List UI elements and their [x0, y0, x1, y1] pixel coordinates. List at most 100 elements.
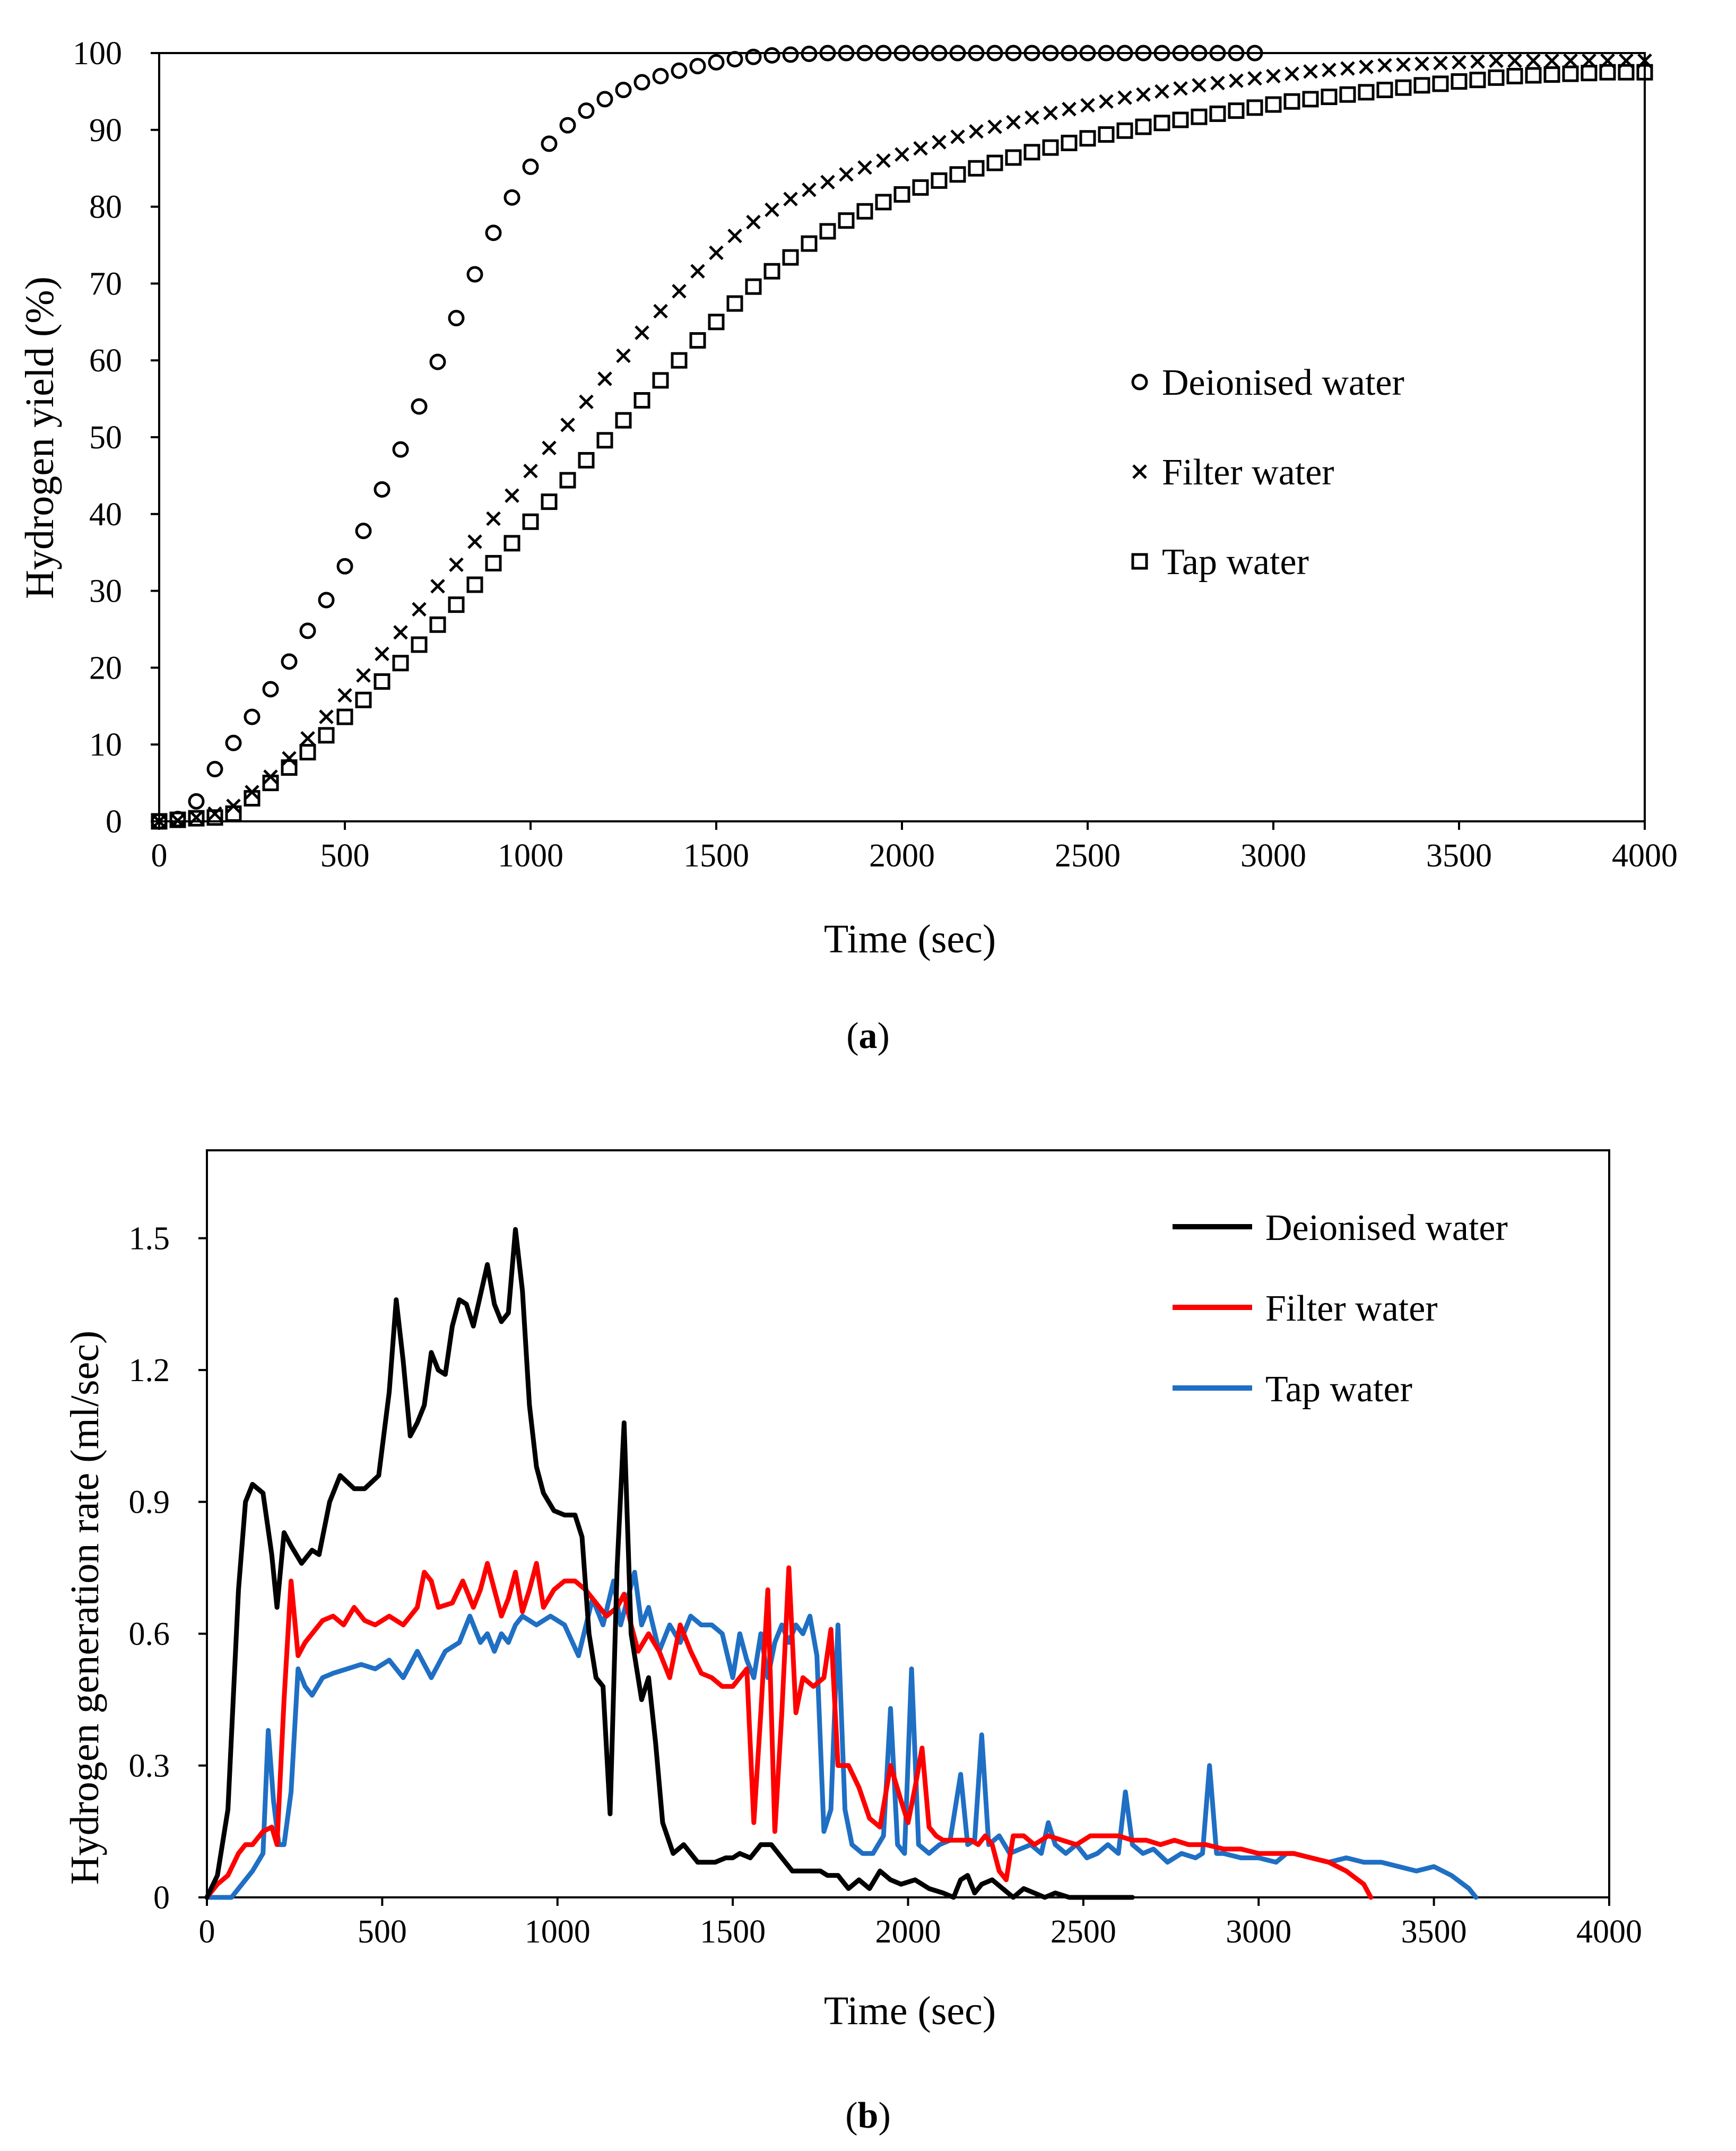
point-a-filter-water-53: [1136, 87, 1151, 102]
point-a-tap-water-23: [578, 452, 595, 469]
point-a-filter-water-59: [1247, 71, 1262, 86]
point-a-deionised-water-3: [206, 761, 223, 778]
caption-a-open: (: [846, 1016, 858, 1056]
point-a-tap-water-38: [856, 203, 873, 220]
y-tick-label-a-90: 90: [89, 112, 122, 149]
point-a-deionised-water-37: [838, 45, 855, 62]
x-tick-label-a-0: 0: [151, 838, 168, 874]
point-a-tap-water-52: [1116, 122, 1133, 139]
point-a-filter-water-63: [1322, 63, 1336, 77]
point-a-tap-water-2: [188, 810, 205, 827]
point-a-deionised-water-26: [633, 74, 650, 91]
legend-a-filter-water-marker: [1132, 464, 1147, 479]
point-a-deionised-water-16: [448, 310, 465, 327]
point-a-tap-water-28: [671, 352, 688, 369]
point-a-tap-water-0: [151, 813, 168, 830]
chart-a-xlabel: Time (sec): [824, 917, 996, 961]
point-a-tap-water-31: [726, 295, 743, 312]
point-a-tap-water-13: [392, 655, 409, 672]
point-a-tap-water-3: [206, 809, 223, 826]
y-tick-label-a-60: 60: [89, 343, 122, 379]
point-a-deionised-water-41: [912, 45, 929, 62]
point-a-tap-water-32: [745, 278, 762, 295]
point-a-deionised-water-2: [188, 793, 205, 810]
point-a-filter-water-9: [319, 709, 334, 724]
x-tick-label-a-3500: 3500: [1426, 838, 1492, 874]
point-a-tap-water-42: [931, 172, 948, 189]
point-a-filter-water-46: [1006, 115, 1021, 130]
point-a-filter-water-17: [467, 534, 482, 549]
point-a-tap-water-58: [1228, 102, 1245, 119]
point-a-filter-water-24: [597, 371, 612, 386]
point-a-filter-water-74: [1526, 53, 1541, 68]
point-a-deionised-water-14: [411, 398, 428, 415]
point-a-deionised-water-58: [1228, 45, 1245, 62]
point-a-deionised-water-53: [1135, 45, 1152, 62]
point-a-tap-water-57: [1209, 105, 1226, 122]
point-a-deionised-water-8: [299, 622, 316, 639]
point-a-tap-water-16: [448, 596, 465, 613]
point-a-deionised-water-21: [541, 135, 558, 152]
point-a-filter-water-15: [430, 579, 445, 594]
point-a-tap-water-47: [1023, 144, 1040, 161]
point-a-filter-water-75: [1544, 53, 1559, 68]
chart-b: 0 500 1000 1500 2000 2500 3000 3500 4000 0 0.3 0.6 0…: [63, 1149, 1642, 2136]
point-a-filter-water-16: [449, 557, 464, 573]
point-a-deionised-water-39: [875, 45, 892, 62]
y-tick-label-b-0: 0: [153, 1880, 170, 1916]
chart-b-legend: Deionised water Filter water Tap water: [1173, 1208, 1508, 1410]
point-a-tap-water-54: [1153, 115, 1170, 132]
point-a-tap-water-35: [801, 235, 818, 252]
point-a-filter-water-1: [170, 813, 185, 828]
point-a-deionised-water-50: [1079, 45, 1096, 62]
point-a-filter-water-69: [1433, 56, 1448, 71]
y-tick-label-a-100: 100: [73, 36, 122, 72]
point-a-filter-water-49: [1062, 101, 1077, 117]
point-a-deionised-water-45: [986, 45, 1003, 62]
point-a-filter-water-40: [895, 147, 909, 162]
point-a-deionised-water-6: [262, 681, 279, 698]
point-a-deionised-water-12: [374, 481, 390, 498]
point-a-tap-water-75: [1543, 66, 1560, 83]
point-a-tap-water-39: [875, 194, 892, 211]
point-a-tap-water-7: [281, 759, 298, 776]
point-a-tap-water-30: [708, 314, 725, 331]
point-a-tap-water-20: [522, 513, 539, 530]
chart-b-lines: [204, 1227, 1479, 1900]
point-a-filter-water-23: [579, 394, 594, 410]
point-a-filter-water-68: [1414, 56, 1429, 72]
x-tick-label-b-3000: 3000: [1226, 1914, 1291, 1950]
x-tick-label-a-1500: 1500: [683, 838, 749, 874]
point-a-deionised-water-13: [392, 441, 409, 458]
y-tick-label-a-70: 70: [89, 266, 122, 302]
legend-b-deionised-label: Deionised water: [1265, 1208, 1508, 1248]
point-a-deionised-water-15: [429, 353, 446, 370]
point-a-deionised-water-55: [1172, 45, 1189, 62]
point-a-tap-water-24: [596, 432, 613, 449]
caption-a: (a): [846, 1016, 890, 1056]
point-a-filter-water-42: [932, 135, 947, 150]
point-a-deionised-water-4: [225, 734, 242, 751]
point-a-filter-water-60: [1266, 68, 1281, 84]
x-tick-label-b-1000: 1000: [525, 1914, 591, 1950]
point-a-tap-water-73: [1506, 67, 1523, 84]
legend-b-filter-label: Filter water: [1265, 1288, 1438, 1329]
point-a-filter-water-73: [1507, 53, 1522, 68]
x-tick-label-b-1500: 1500: [700, 1914, 766, 1950]
point-a-tap-water-60: [1265, 96, 1282, 113]
x-tick-label-b-4000: 4000: [1576, 1914, 1642, 1950]
point-a-tap-water-36: [819, 223, 836, 240]
point-a-deionised-water-42: [931, 45, 948, 62]
point-a-deionised-water-7: [281, 653, 298, 670]
line-b-filter-water: [204, 1561, 1374, 1900]
chart-b-ylabel: Hydrogen generation rate (ml/sec): [63, 1331, 107, 1885]
point-a-tap-water-44: [968, 160, 985, 177]
y-tick-label-a-50: 50: [89, 420, 122, 456]
point-a-filter-water-27: [653, 303, 668, 319]
point-a-deionised-water-49: [1061, 45, 1078, 62]
x-tick-label-a-3000: 3000: [1240, 838, 1306, 874]
point-a-filter-water-76: [1563, 53, 1578, 68]
point-a-tap-water-12: [374, 673, 390, 690]
point-a-tap-water-67: [1395, 79, 1412, 96]
y-tick-label-a-40: 40: [89, 497, 122, 533]
